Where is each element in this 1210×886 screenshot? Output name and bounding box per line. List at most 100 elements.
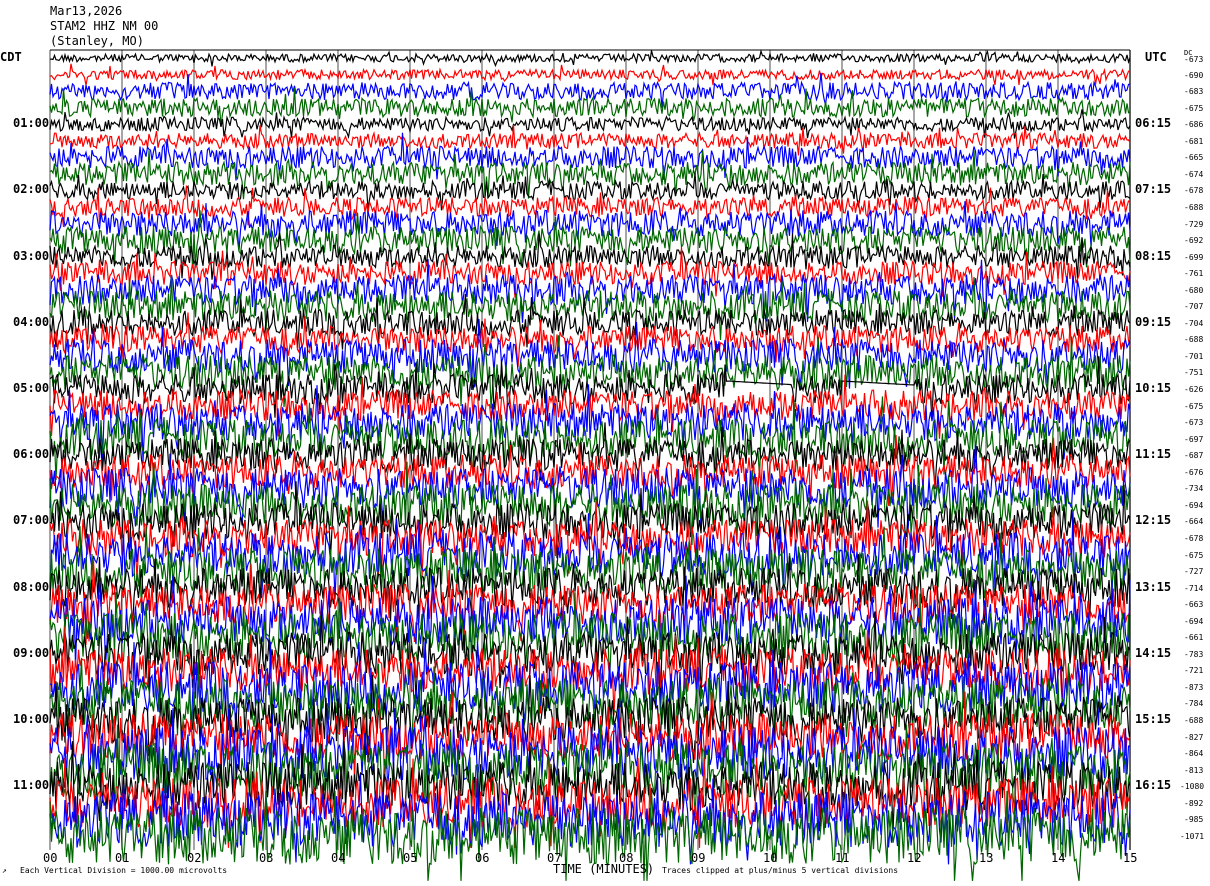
dc-offset-value: -783 [1184, 649, 1204, 659]
dc-offset-value: -729 [1184, 219, 1204, 229]
x-tick-label: 08 [619, 851, 634, 865]
cdt-hour-label: 06:00 [13, 447, 50, 462]
seismic-trace [49, 72, 1131, 108]
seismic-trace [49, 312, 1131, 368]
seismic-trace [49, 259, 1131, 323]
seismic-trace [49, 658, 1131, 749]
utc-hour-label: 15:15 [1135, 712, 1172, 726]
dc-offset-value: -665 [1184, 153, 1204, 163]
cdt-hour-label: 04:00 [13, 314, 50, 329]
cdt-hour-label: 01:00 [13, 116, 50, 131]
dc-offset-value: -675 [1184, 103, 1204, 113]
clip-note: Traces clipped at plus/minus 5 vertical … [662, 866, 899, 875]
x-tick-label: 15 [1123, 851, 1138, 865]
x-tick-label: 00 [43, 851, 58, 865]
dc-offset-value: -678 [1184, 186, 1204, 196]
dc-offset-value: -827 [1184, 732, 1204, 742]
station-id: STAM2 HHZ NM 00 [50, 19, 159, 33]
dc-offset-value: -680 [1184, 285, 1204, 295]
dc-offset-value: -626 [1184, 385, 1204, 394]
seismic-trace [49, 396, 1131, 481]
utc-hour-label: 10:15 [1135, 381, 1172, 395]
dc-offset-value: -734 [1184, 484, 1204, 494]
dc-offset-value: -694 [1184, 616, 1204, 626]
seismic-trace [49, 481, 1131, 560]
seismic-trace [49, 592, 1131, 683]
seismic-trace [49, 444, 1131, 531]
dc-offset-value: -673 [1184, 418, 1204, 428]
dc-offset-value: -674 [1184, 169, 1204, 179]
dc-offset-value: -692 [1184, 236, 1204, 246]
x-tick-label: 10 [763, 851, 778, 865]
dc-offset-value: -686 [1184, 120, 1204, 130]
seismic-trace [49, 724, 1131, 815]
x-tick-label: 11 [835, 851, 850, 865]
dc-offset-value: -701 [1184, 351, 1204, 361]
seismic-trace [49, 335, 1131, 409]
dc-offset-value: -784 [1184, 699, 1204, 709]
dc-offset-value: -676 [1184, 467, 1204, 477]
cdt-hour-label: 05:00 [13, 381, 50, 395]
seismic-trace [49, 356, 1131, 421]
dc-offset-value: -688 [1184, 202, 1204, 212]
dc-offset-value: -721 [1184, 666, 1204, 676]
dc-offset-value: -663 [1184, 600, 1204, 610]
x-axis-label: TIME (MINUTES) [553, 862, 655, 876]
dc-offset-value: -694 [1184, 500, 1204, 510]
seismic-trace [49, 560, 1131, 645]
dc-offset-value: -727 [1184, 567, 1204, 577]
seismic-trace [49, 500, 1131, 579]
x-tick-label: 12 [907, 851, 922, 865]
dc-offset-value: -675 [1184, 401, 1204, 411]
cdt-hour-label: 02:00 [13, 182, 50, 197]
seismic-trace [49, 132, 1131, 181]
x-tick-label: 04 [331, 851, 346, 865]
dc-offset-value: -678 [1184, 533, 1204, 543]
dc-offset-value: -714 [1184, 583, 1204, 593]
corner-mark: ↗ [2, 866, 7, 875]
dc-offset-value: -1071 [1180, 831, 1205, 841]
x-tick-label: 06 [475, 851, 490, 865]
x-tick-label: 09 [691, 851, 706, 865]
seismic-trace [49, 434, 1131, 506]
dc-offset-value: -673 [1184, 55, 1204, 64]
utc-hour-label: 08:15 [1135, 248, 1172, 263]
seismic-trace [49, 125, 1131, 156]
dc-offset-value: -699 [1184, 252, 1204, 262]
seismic-trace [49, 247, 1131, 298]
seismic-trace [49, 185, 1131, 227]
dc-offset-value: -688 [1184, 335, 1204, 345]
utc-hour-label: 12:15 [1135, 513, 1172, 528]
scale-note: Each Vertical Division = 1000.00 microvo… [20, 866, 228, 875]
dc-offset-value: -661 [1184, 633, 1204, 643]
dc-offset-value: -687 [1184, 451, 1204, 461]
dc-offset-value: -690 [1184, 70, 1204, 80]
dc-offset-value: -813 [1184, 765, 1204, 775]
dc-offset-value: -683 [1184, 87, 1204, 97]
dc-offset-value: -664 [1184, 517, 1204, 527]
x-tick-label: 03 [259, 851, 274, 865]
dc-offset-value: -1080 [1180, 782, 1205, 792]
utc-hour-label: 07:15 [1135, 182, 1172, 197]
seismic-trace [49, 626, 1131, 716]
x-tick-label: 02 [187, 851, 202, 865]
cdt-hour-label: 03:00 [13, 248, 50, 263]
utc-hour-label: 14:15 [1135, 645, 1172, 660]
cdt-hour-label: 09:00 [13, 645, 50, 660]
dc-label: DC [1184, 49, 1193, 57]
dc-offset-value: -873 [1184, 682, 1204, 692]
seismic-trace [49, 232, 1131, 280]
dc-offset-value: -892 [1184, 798, 1204, 808]
seismic-trace [49, 757, 1131, 848]
cdt-axis-label: CDT [0, 50, 22, 64]
seismic-trace [49, 511, 1131, 600]
seismic-trace [49, 526, 1131, 614]
utc-hour-label: 09:15 [1135, 314, 1172, 329]
utc-hour-label: 11:15 [1135, 447, 1172, 462]
dc-offset-value: -751 [1184, 368, 1204, 378]
utc-hour-label: 06:15 [1135, 116, 1172, 131]
x-tick-label: 05 [403, 851, 418, 865]
x-tick-label: 13 [979, 851, 994, 865]
dc-offset-value: -707 [1184, 302, 1204, 312]
